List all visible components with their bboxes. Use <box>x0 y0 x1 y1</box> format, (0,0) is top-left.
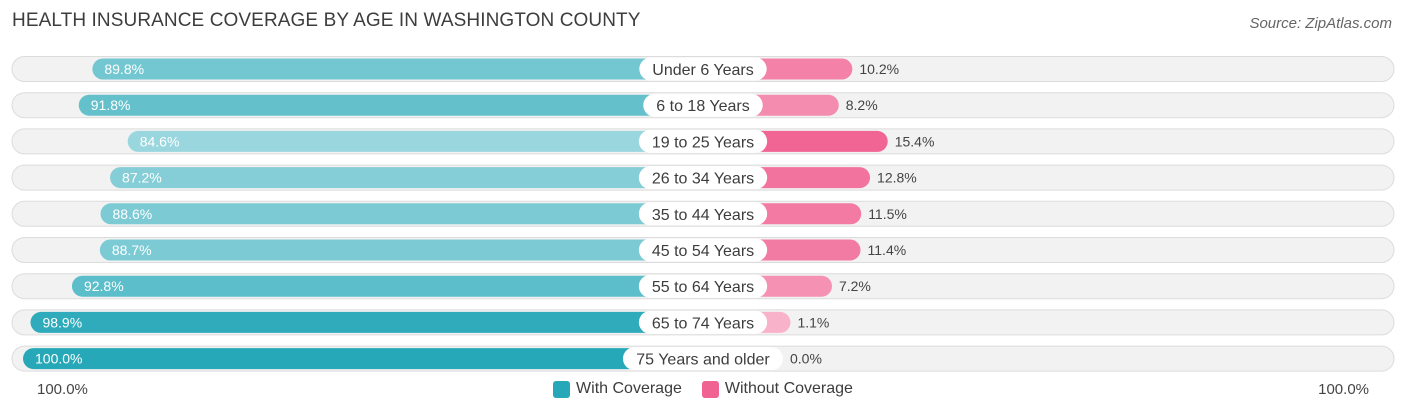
legend: With Coverage Without Coverage <box>0 380 1406 398</box>
bar-with-coverage <box>127 130 704 152</box>
row-1: 91.8% 8.2% 6 to 18 Years <box>11 92 1395 119</box>
legend-label-with-coverage: With Coverage <box>576 380 682 397</box>
category-pill <box>638 166 768 190</box>
category-label: 45 to 54 Years <box>652 243 754 260</box>
value-label-without-coverage: 7.2% <box>839 278 871 294</box>
category-label: 35 to 44 Years <box>652 207 754 224</box>
bar-with-coverage <box>23 348 703 370</box>
value-label-without-coverage: 11.4% <box>868 242 907 258</box>
category-pill <box>643 93 763 117</box>
category-label: Under 6 Years <box>652 62 753 79</box>
value-label-with-coverage: 100.0% <box>35 351 82 367</box>
category-pill <box>638 310 768 334</box>
category-label: 26 to 34 Years <box>652 171 754 188</box>
bar-with-coverage <box>99 239 704 261</box>
legend-swatch-without-coverage <box>701 380 719 398</box>
bar-with-coverage <box>100 203 703 225</box>
value-label-with-coverage: 89.8% <box>104 61 144 77</box>
category-pill <box>638 274 768 298</box>
legend-label-without-coverage: Without Coverage <box>724 380 853 397</box>
category-label: 6 to 18 Years <box>656 98 749 115</box>
value-label-without-coverage: 10.2% <box>859 61 899 77</box>
category-pill <box>638 238 768 262</box>
category-pill <box>638 129 768 153</box>
value-label-without-coverage: 12.8% <box>877 170 917 186</box>
category-label: 75 Years and older <box>636 352 770 369</box>
value-label-without-coverage: 8.2% <box>846 97 878 113</box>
row-7: 98.9% 1.1% 65 to 74 Years <box>11 309 1395 336</box>
category-pill <box>638 202 768 226</box>
value-label-with-coverage: 88.6% <box>113 206 153 222</box>
value-label-with-coverage: 92.8% <box>84 278 124 294</box>
value-label-with-coverage: 87.2% <box>122 170 162 186</box>
legend-item-with-coverage: With Coverage <box>553 380 682 398</box>
category-label: 65 to 74 Years <box>652 315 754 332</box>
bar-with-coverage <box>92 58 704 80</box>
axis-left-label: 100.0% <box>37 381 88 398</box>
legend-item-without-coverage: Without Coverage <box>701 380 853 398</box>
row-0: 89.8% 10.2% Under 6 Years <box>11 56 1395 82</box>
value-label-without-coverage: 0.0% <box>790 351 822 367</box>
row-5: 88.7% 11.4% 45 to 54 Years <box>11 237 1395 263</box>
category-pill <box>622 347 784 371</box>
value-label-without-coverage: 11.5% <box>868 206 907 222</box>
row-3: 87.2% 12.8% 26 to 34 Years <box>11 164 1395 191</box>
bar-with-coverage <box>78 94 703 116</box>
axis-right-label: 100.0% <box>1318 381 1369 398</box>
bar-with-coverage <box>71 275 703 297</box>
value-label-with-coverage: 98.9% <box>42 314 82 330</box>
category-pill <box>639 57 767 81</box>
value-label-with-coverage: 88.7% <box>112 242 152 258</box>
row-6: 92.8% 7.2% 55 to 64 Years <box>11 273 1395 300</box>
legend-swatch-with-coverage <box>553 380 571 398</box>
row-2: 84.6% 15.4% 19 to 25 Years <box>11 128 1395 155</box>
source-label: Source: ZipAtlas.com <box>1249 15 1392 32</box>
row-8: 100.0% 0.0% 75 Years and older <box>11 345 1395 372</box>
bar-with-coverage <box>110 167 704 189</box>
chart-title: HEALTH INSURANCE COVERAGE BY AGE IN WASH… <box>12 10 641 31</box>
value-label-without-coverage: 1.1% <box>797 314 829 330</box>
category-label: 19 to 25 Years <box>652 134 754 151</box>
value-label-without-coverage: 15.4% <box>895 133 935 149</box>
row-4: 88.6% 11.5% 35 to 44 Years <box>11 200 1395 227</box>
value-label-with-coverage: 84.6% <box>140 133 180 149</box>
category-label: 55 to 64 Years <box>652 279 754 296</box>
value-label-with-coverage: 91.8% <box>91 97 131 113</box>
bar-with-coverage <box>30 311 704 333</box>
